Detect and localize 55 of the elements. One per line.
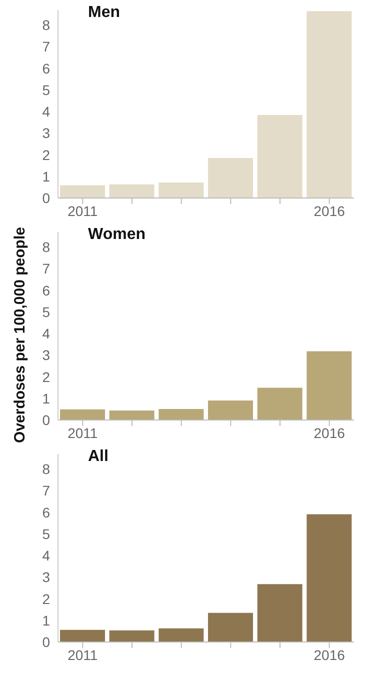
bar	[257, 115, 302, 198]
y-tick-label: 8	[42, 17, 50, 34]
bar	[306, 514, 352, 642]
y-tick-label: 0	[42, 634, 50, 650]
chart-title: Women	[88, 226, 146, 244]
y-axis-title: Overdoses per 100,000 people	[12, 227, 28, 443]
y-tick-label: 3	[42, 569, 50, 586]
x-tick-label: 2016	[314, 646, 346, 663]
y-tick-label: 3	[42, 125, 50, 142]
y-tick-label: 1	[42, 612, 50, 628]
bar	[306, 351, 352, 420]
bar	[208, 612, 253, 642]
x-tick-label: 2011	[68, 424, 98, 441]
bar	[306, 11, 352, 198]
y-tick-label: 5	[42, 304, 50, 320]
x-tick-label: 2016	[314, 202, 346, 219]
y-tick-label: 7	[42, 38, 50, 55]
y-tick-label: 3	[42, 347, 50, 364]
y-tick-label: 1	[42, 390, 50, 406]
chart-title: Men	[88, 4, 120, 22]
y-tick-label: 2	[42, 368, 50, 385]
chart-title: All	[88, 448, 108, 466]
y-tick-label: 7	[42, 260, 50, 277]
y-tick-label: 8	[42, 461, 50, 478]
bar	[60, 409, 105, 420]
bar	[109, 184, 154, 198]
y-tick-label: 4	[42, 548, 50, 564]
y-tick-label: 4	[42, 326, 50, 342]
y-tick-label: 2	[42, 146, 50, 163]
bar	[60, 185, 105, 198]
y-tick-label: 6	[42, 282, 50, 298]
bar	[158, 408, 204, 420]
y-tick-label: 4	[42, 104, 50, 120]
bar	[60, 630, 105, 642]
bar	[109, 630, 154, 642]
bar	[158, 182, 204, 198]
y-tick-label: 6	[42, 504, 50, 520]
y-tick-label: 0	[42, 412, 50, 428]
y-tick-label: 6	[42, 60, 50, 76]
bar	[208, 158, 253, 198]
bar	[109, 410, 154, 420]
bar	[158, 628, 204, 642]
y-tick-label: 5	[42, 526, 50, 542]
bar	[208, 400, 253, 420]
bar	[257, 584, 302, 642]
y-tick-label: 2	[42, 590, 50, 607]
y-tick-label: 5	[42, 82, 50, 98]
bar	[257, 388, 302, 420]
x-tick-label: 2011	[68, 202, 98, 219]
y-tick-label: 7	[42, 482, 50, 499]
y-tick-label: 1	[42, 168, 50, 184]
x-tick-label: 2011	[68, 646, 98, 663]
x-tick-label: 2016	[314, 424, 346, 441]
y-tick-label: 8	[42, 239, 50, 256]
y-tick-label: 0	[42, 190, 50, 206]
